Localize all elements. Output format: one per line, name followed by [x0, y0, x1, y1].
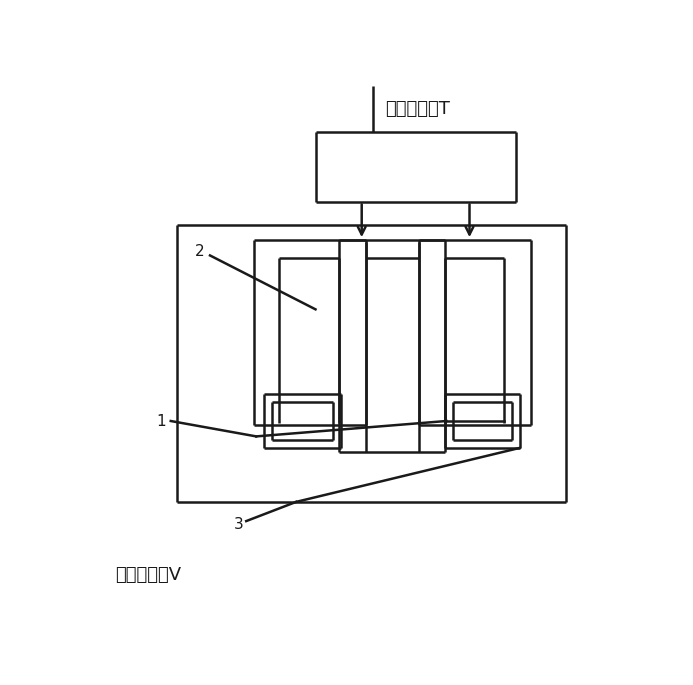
Text: 输入：温度T: 输入：温度T	[385, 100, 450, 118]
Text: 1: 1	[157, 414, 166, 429]
Text: 3: 3	[234, 517, 243, 532]
Text: 2: 2	[195, 244, 205, 259]
Text: 输出：电压V: 输出：电压V	[115, 566, 182, 584]
